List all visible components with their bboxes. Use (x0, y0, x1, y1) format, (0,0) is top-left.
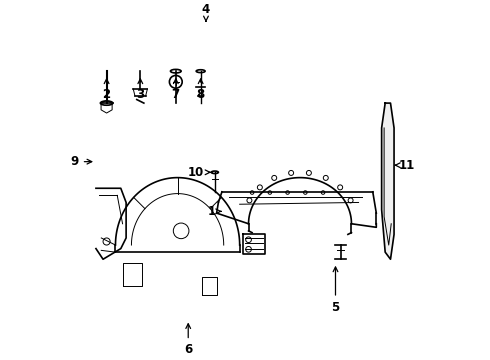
Text: 4: 4 (202, 3, 210, 21)
Text: 9: 9 (71, 155, 92, 168)
Text: 11: 11 (395, 159, 415, 172)
Text: 3: 3 (136, 79, 145, 101)
Polygon shape (382, 103, 394, 259)
Text: 5: 5 (331, 267, 340, 314)
Text: 8: 8 (196, 79, 205, 101)
Text: 7: 7 (172, 79, 180, 101)
Text: 1: 1 (207, 205, 221, 218)
Text: 6: 6 (184, 324, 193, 356)
Text: 10: 10 (187, 166, 210, 179)
Text: 2: 2 (102, 79, 111, 101)
